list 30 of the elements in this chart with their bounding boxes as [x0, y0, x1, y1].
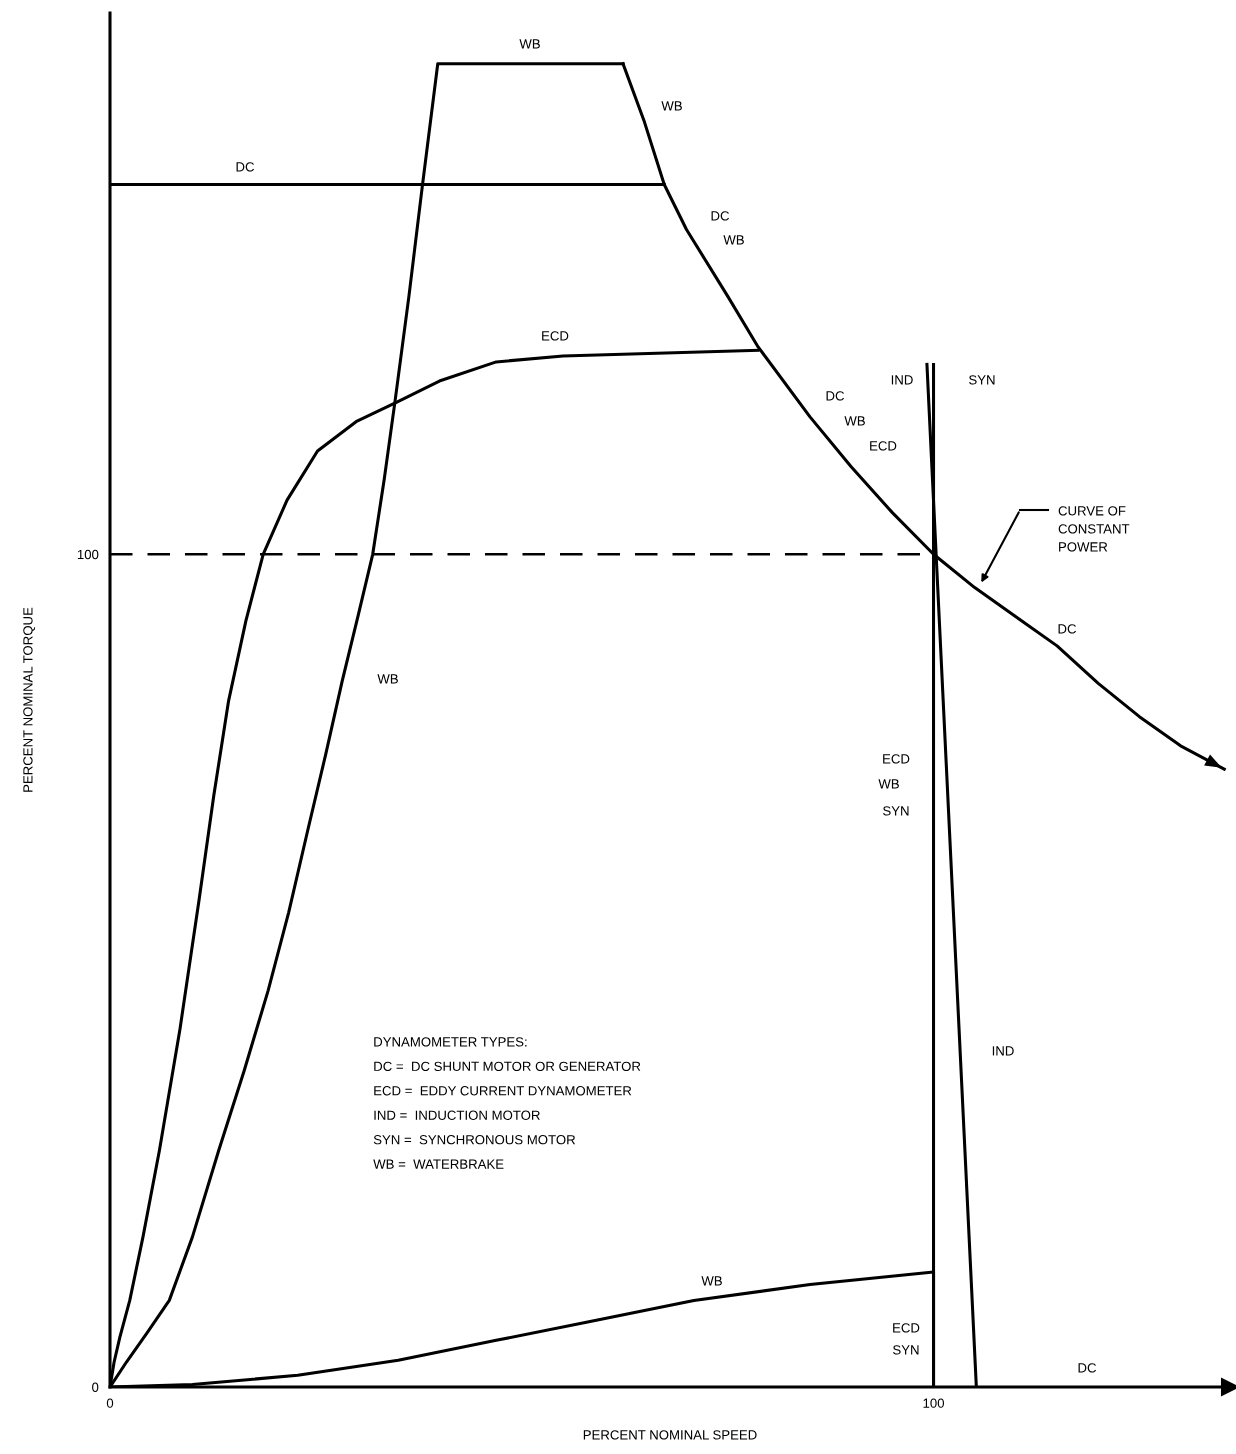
- annotation: DC = DC SHUNT MOTOR OR GENERATOR: [374, 1061, 641, 1071]
- annotation: ECD = EDDY CURRENT DYNAMOMETER: [374, 1086, 632, 1096]
- annotation: WB = WATERBRAKE: [373, 1159, 504, 1169]
- annotation: WB: [701, 1276, 722, 1286]
- annotation: WB: [878, 779, 899, 789]
- x-axis-title: PERCENT NOMINAL SPEED: [583, 1430, 757, 1440]
- annotation: DC: [236, 162, 255, 172]
- annotation: DYNAMOMETER TYPES:: [374, 1037, 527, 1047]
- annotation: IND: [891, 375, 913, 385]
- annotation: SYN: [893, 1345, 919, 1355]
- y-axis-title: PERCENT NOMINAL TORQUE: [23, 607, 35, 792]
- annotation: WB: [377, 674, 398, 684]
- annotation: ECD: [870, 441, 897, 451]
- annotation: IND: [992, 1046, 1014, 1056]
- annotation: IND = INDUCTION MOTOR: [374, 1110, 540, 1120]
- annotation: DC: [1078, 1363, 1097, 1373]
- annotation: WB: [844, 416, 865, 426]
- annotation: ECD: [542, 331, 569, 341]
- annotation: WB: [519, 39, 540, 49]
- annotation: DC: [711, 211, 730, 221]
- annotation: ECD: [883, 754, 910, 764]
- annotation: SYN: [883, 806, 909, 816]
- annotation: SYN = SYNCHRONOUS MOTOR: [373, 1135, 576, 1145]
- annotation: SYN: [969, 375, 995, 385]
- annotation: CURVE OF CONSTANT POWER: [1058, 506, 1130, 552]
- annotation: DC: [826, 391, 845, 401]
- annotation: DC: [1058, 624, 1077, 634]
- annotation: WB: [723, 235, 744, 245]
- annotation: ECD: [893, 1323, 920, 1333]
- annotation: WB: [661, 101, 682, 111]
